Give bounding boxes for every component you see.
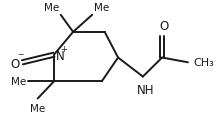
Text: +: + bbox=[60, 45, 67, 54]
Text: Me: Me bbox=[11, 77, 26, 87]
Text: NH: NH bbox=[137, 84, 155, 97]
Text: N: N bbox=[56, 50, 65, 63]
Text: −: − bbox=[17, 50, 24, 59]
Text: Me: Me bbox=[30, 104, 45, 114]
Text: Me: Me bbox=[94, 3, 110, 13]
Text: CH₃: CH₃ bbox=[194, 58, 214, 68]
Text: O: O bbox=[159, 20, 169, 33]
Text: Me: Me bbox=[44, 3, 59, 13]
Text: O: O bbox=[10, 58, 19, 71]
